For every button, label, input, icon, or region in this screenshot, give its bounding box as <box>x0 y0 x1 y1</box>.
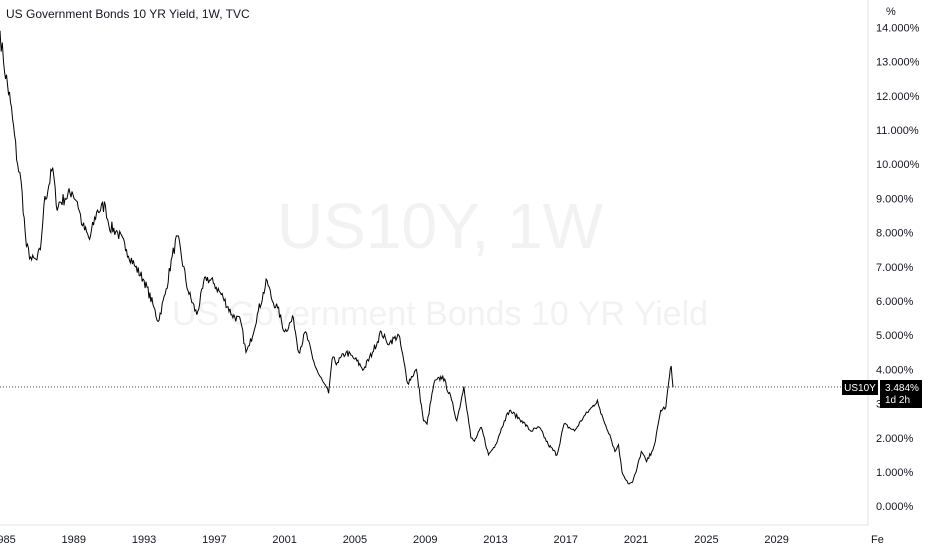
x-tick-label: 2029 <box>764 534 788 546</box>
x-tick-label: 1989 <box>62 534 86 546</box>
y-tick-label: 12.000% <box>876 91 920 103</box>
x-tick-label: 1985 <box>0 534 16 546</box>
x-tick-label: 1997 <box>202 534 226 546</box>
x-trailing-tick-label: Fe <box>871 534 884 546</box>
yield-series-line <box>0 30 674 485</box>
y-tick-label: 9.000% <box>876 193 914 205</box>
watermark-symbol: US10Y, 1W <box>277 190 604 262</box>
y-tick-label: 11.000% <box>876 125 919 137</box>
y-tick-label: 4.000% <box>876 364 914 376</box>
plot-area[interactable] <box>0 30 868 485</box>
y-tick-label: 14.000% <box>876 22 920 34</box>
y-tick-label: 7.000% <box>876 262 914 274</box>
x-tick-label: 2013 <box>483 534 507 546</box>
x-tick-label: 2017 <box>554 534 578 546</box>
y-tick-label: 5.000% <box>876 330 914 342</box>
x-tick-label: 2021 <box>624 534 648 546</box>
chart-title: US Government Bonds 10 YR Yield, 1W, TVC <box>6 7 250 21</box>
x-tick-label: 2009 <box>413 534 437 546</box>
price-axis[interactable]: % 0.000%1.000%2.000%3.000%4.000%5.000%6.… <box>867 0 920 525</box>
price-axis-unit-label: % <box>886 6 896 18</box>
x-tick-label: 2025 <box>694 534 718 546</box>
y-tick-label: 8.000% <box>876 228 914 240</box>
watermark-description: US Government Bonds 10 YR Yield <box>172 295 708 333</box>
y-tick-label: 1.000% <box>876 467 914 479</box>
x-tick-label: 1993 <box>132 534 156 546</box>
y-tick-label: 0.000% <box>876 501 914 513</box>
x-tick-label: 2005 <box>343 534 367 546</box>
price-tag: US10Y 3.484% 1d 2h <box>842 380 922 408</box>
y-tick-label: 10.000% <box>876 159 920 171</box>
y-tick-label: 6.000% <box>876 296 914 308</box>
watermark: US10Y, 1W US Government Bonds 10 YR Yiel… <box>172 190 708 333</box>
last-price-box <box>880 380 922 408</box>
time-axis[interactable]: 1985 1989 1993 1997 2001 2005 2009 2013 2017 2021… <box>0 524 884 546</box>
symbol-tag-box <box>842 380 878 395</box>
y-tick-label: 13.000% <box>876 57 920 69</box>
bar-countdown: 1d 2h <box>885 395 910 406</box>
x-tick-label: 2001 <box>272 534 296 546</box>
y-tick-label: 2.000% <box>876 433 914 445</box>
symbol-tag-label: US10Y <box>844 383 876 394</box>
last-price-value: 3.484% <box>885 383 919 394</box>
